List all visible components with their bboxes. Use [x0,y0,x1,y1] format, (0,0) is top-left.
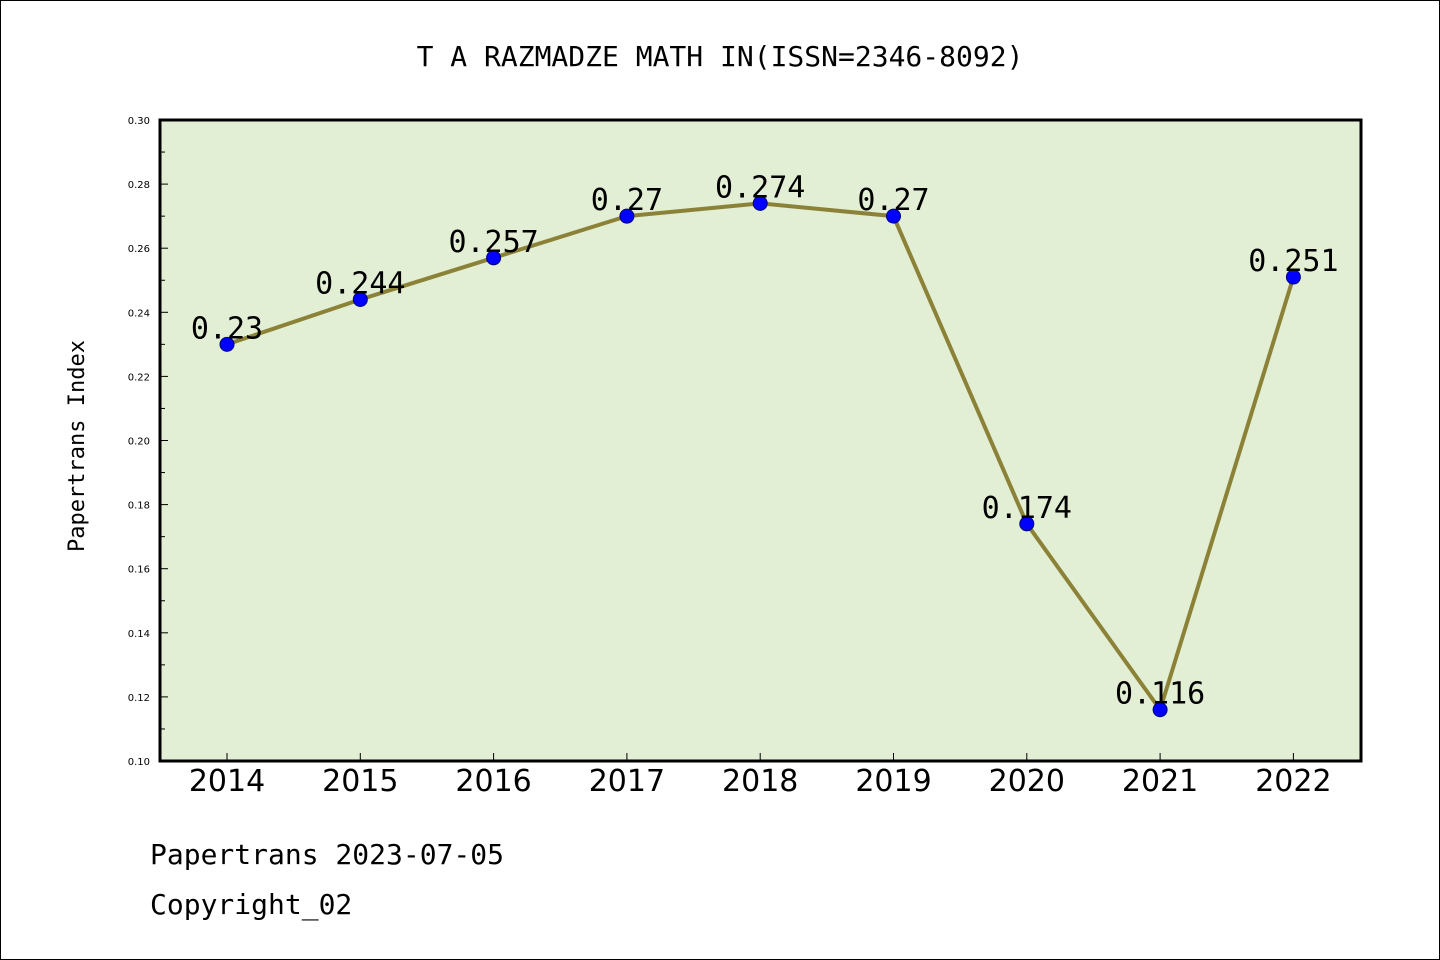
x-tick-label: 2020 [989,764,1065,799]
x-tick-label: 2015 [322,764,398,799]
y-tick-label: 0.28 [128,180,150,191]
data-point [619,208,635,224]
x-tick-label: 2021 [1122,764,1198,799]
y-tick-label: 0.24 [128,308,150,319]
data-point [1019,516,1035,532]
data-label: 0.116 [1115,677,1205,712]
data-point [1285,269,1301,285]
footer-copyright: Copyright_02 [150,888,352,922]
y-tick-label: 0.20 [128,437,150,448]
x-axis: 2014 2015 2016 2017 2018 2019 2020 2021 2022 [189,753,1332,799]
x-tick-label: 2017 [589,764,665,799]
plot-area [160,120,1361,761]
y-tick-label: 0.30 [128,116,150,127]
data-label: 0.23 [191,311,263,346]
y-tick-label: 0.10 [128,757,150,768]
x-tick-label: 2022 [1255,764,1331,799]
y-axis-label: Papertrans Index [65,340,90,552]
data-labels: 0.23 0.244 0.257 0.27 0.274 0.27 0.174 0.116 0.2… [191,170,1339,711]
data-label: 0.257 [448,225,538,260]
data-label: 0.174 [982,491,1072,526]
series-markers [219,195,1301,718]
y-tick-label: 0.22 [128,372,150,383]
data-point [752,195,768,211]
data-label: 0.27 [591,183,663,218]
data-label: 0.27 [857,183,929,218]
data-point [219,336,235,352]
footer-date: Papertrans 2023-07-05 [150,838,504,871]
y-axis: 0.10 0.12 0.14 0.16 0.18 0.20 0.22 0.24 0.26 0.28… [128,116,168,768]
y-tick-label: 0.26 [128,244,150,255]
data-label: 0.244 [315,266,405,301]
data-point [352,291,368,307]
y-tick-label: 0.14 [128,629,150,640]
plot-border [158,118,1363,763]
y-tick-label: 0.18 [128,501,150,512]
x-tick-label: 2018 [722,764,798,799]
data-label: 0.274 [715,170,805,205]
data-label: 0.251 [1248,244,1338,279]
data-point [486,250,502,266]
y-tick-label: 0.16 [128,565,150,576]
x-tick-label: 2014 [189,764,265,799]
y-tick-label: 0.12 [128,693,150,704]
data-point [1152,702,1168,718]
data-point [886,208,901,224]
chart-title: T A RAZMADZE MATH IN(ISSN=2346-8092) [417,40,1024,73]
x-tick-label: 2019 [855,764,931,799]
x-tick-label: 2016 [455,764,531,799]
